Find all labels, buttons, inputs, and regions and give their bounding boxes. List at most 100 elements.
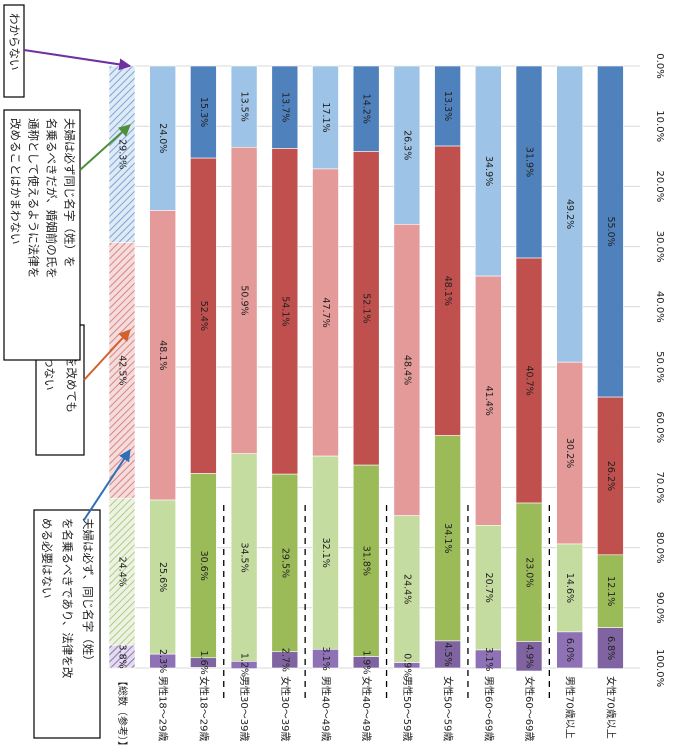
data-label: 52.4% [198, 301, 209, 331]
bar-segment [352, 464, 380, 657]
bar-segment [597, 554, 624, 628]
data-label: 30.6% [198, 551, 209, 581]
data-label: 49.2% [564, 199, 575, 229]
data-label: 2.3% [157, 649, 168, 673]
bar-segment [230, 65, 258, 148]
category-label: 【総数（参考）】 [116, 676, 129, 745]
bar-segment [230, 146, 258, 454]
data-label: 30.2% [564, 438, 575, 468]
bar-segment [271, 65, 299, 149]
data-label: 29.5% [279, 548, 290, 578]
data-label: 50.9% [239, 285, 250, 315]
tick-label: 0.0% [654, 53, 665, 78]
bar-segment [515, 641, 543, 672]
data-label: 17.1% [320, 102, 331, 132]
category-label: 男性50～59歳 [401, 676, 414, 741]
data-label: 6.8% [605, 636, 616, 660]
data-label: 32.1% [320, 538, 331, 568]
legend-box [33, 509, 101, 739]
bar-segment [393, 662, 421, 669]
tick-label: 90.0% [654, 592, 665, 624]
bar-segment [556, 631, 584, 669]
bar-segment [515, 502, 543, 642]
data-label: 31.8% [361, 546, 372, 576]
data-label: 3.1% [320, 647, 331, 671]
data-label: 2.7% [279, 648, 290, 672]
bar-segment [556, 361, 584, 545]
bar-segment [597, 65, 624, 398]
data-label: 24.0% [157, 123, 168, 153]
data-label: 12.1% [605, 576, 616, 606]
data-label: 14.6% [564, 573, 575, 603]
category-label: 男性30～39歳 [238, 676, 251, 741]
bar-segment [474, 525, 502, 651]
legend-text: 夫婦は必ず、同じ名字（姓） [81, 518, 95, 667]
bar-segment [149, 499, 176, 655]
legend-arrow [79, 124, 131, 171]
legend-box [3, 109, 81, 361]
legend: 夫婦は必ず、同じ名字（姓）を名乗るべきであり、法律を改める必要はない法律を改めて… [3, 4, 132, 739]
data-label: 1.9% [361, 650, 372, 674]
data-label: 14.2% [361, 94, 372, 124]
bar-segment [556, 543, 584, 633]
bar-segment [474, 275, 502, 526]
data-label: 15.3% [198, 97, 209, 127]
data-label: 24.4% [117, 557, 128, 587]
bar-segment [108, 497, 136, 646]
data-label: 42.5% [117, 355, 128, 385]
data-label: 13.3% [442, 91, 453, 121]
category-label: 男性18～29歳 [157, 676, 170, 741]
legend-text: 夫婦は必ず同じ名字（姓）を [63, 118, 77, 268]
data-label: 1.2% [239, 653, 250, 677]
bar-segment [556, 65, 584, 363]
data-label: 52.1% [361, 293, 372, 323]
bar-segment [474, 65, 502, 277]
bar-segment [271, 148, 299, 475]
data-label: 3.8% [117, 644, 128, 668]
legend-arrow [23, 49, 132, 71]
data-label: 3.1% [483, 647, 494, 671]
legend-text: 名乗るべきだが、婚姻前の氏を [45, 118, 59, 279]
bar-segment [393, 515, 421, 663]
bar-segment [352, 656, 380, 669]
category-label: 女性50～59歳 [442, 676, 455, 741]
bar-segment [108, 65, 136, 243]
data-label: 26.2% [605, 461, 616, 491]
bar-segment [230, 661, 258, 669]
bar-segment [190, 157, 217, 474]
bar-segment [312, 65, 339, 170]
tick-label: 50.0% [654, 351, 665, 383]
legend-arrow [83, 329, 131, 381]
bar-segment [312, 455, 339, 650]
bar-segment [312, 649, 339, 669]
data-label: 26.3% [401, 130, 412, 160]
bar-segment [597, 627, 624, 669]
category-label: 女性60～69歳 [523, 676, 536, 741]
bar-segment [149, 653, 176, 669]
category-label: 女性18～29歳 [197, 676, 210, 741]
bar-segment [597, 396, 624, 556]
bar-segment [393, 224, 421, 516]
legend-text: める必要はない [40, 518, 54, 599]
tick-label: 80.0% [654, 532, 665, 564]
tick-label: 10.0% [654, 110, 665, 142]
bar-segment [149, 65, 176, 211]
data-label: 4.5% [442, 642, 453, 666]
legend-arrow [83, 448, 131, 521]
data-label: 48.1% [157, 340, 168, 370]
bar-segment [434, 435, 461, 642]
data-label: 4.9% [524, 644, 535, 668]
tick-label: 100.0% [654, 649, 665, 687]
legend-text: を名乗るべきであり、法律を改 [61, 518, 75, 679]
legend-text: 改めることはかまわない [8, 118, 22, 245]
category-label: 女性30～39歳 [279, 676, 292, 741]
bar-segment [190, 473, 217, 659]
bar-segment [352, 65, 380, 152]
category-label: 男性70歳以上 [564, 676, 577, 739]
bar-segment [149, 210, 176, 501]
bar-segment [271, 651, 299, 669]
data-label: 1.6% [198, 651, 209, 675]
tick-label: 40.0% [654, 291, 665, 323]
data-label: 47.7% [320, 297, 331, 327]
data-label: 13.7% [279, 92, 290, 122]
